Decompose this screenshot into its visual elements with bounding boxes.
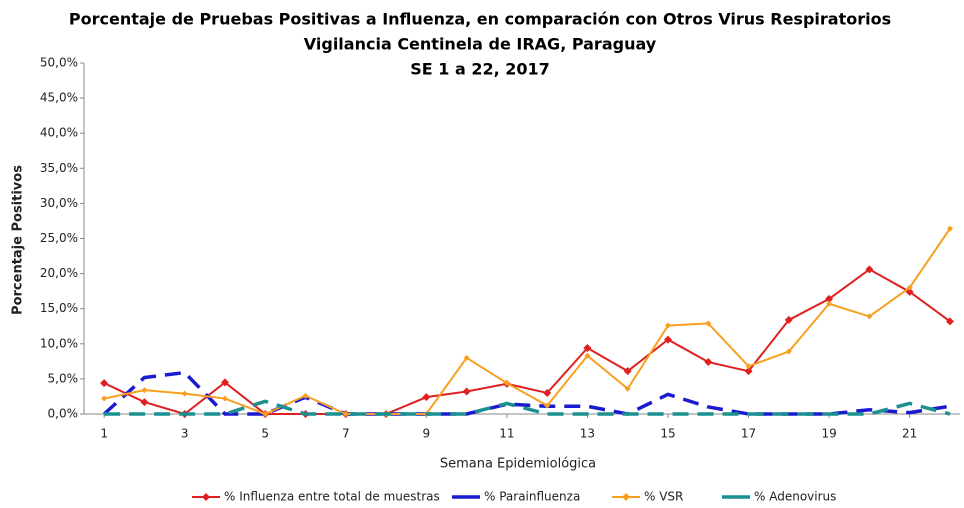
legend-marker — [202, 493, 210, 501]
marker — [826, 300, 833, 307]
y-tick-label: 5,0% — [48, 371, 79, 385]
marker — [825, 294, 834, 303]
legend-label: % Adenovirus — [754, 490, 836, 504]
series-line — [103, 228, 951, 416]
marker — [544, 402, 551, 409]
marker — [784, 315, 793, 324]
chart-title: SE 1 a 22, 2017 — [410, 60, 550, 79]
marker — [785, 348, 792, 355]
marker — [141, 387, 148, 394]
legend-marker — [622, 493, 630, 501]
x-tick-label: 3 — [181, 427, 189, 441]
x-tick-label: 7 — [342, 427, 350, 441]
y-tick-label: 25,0% — [40, 231, 78, 245]
marker — [664, 335, 672, 344]
marker — [665, 322, 671, 329]
marker — [583, 344, 592, 353]
marker — [906, 284, 913, 291]
x-tick-label: 5 — [261, 427, 269, 441]
marker — [462, 387, 471, 396]
marker — [422, 393, 431, 402]
marker — [220, 378, 229, 387]
x-tick-label: 9 — [423, 427, 431, 441]
legend-label: % VSR — [644, 490, 683, 504]
marker — [623, 367, 632, 376]
marker — [262, 411, 269, 417]
x-axis-title: Semana Epidemiológica — [440, 457, 596, 472]
y-tick-label: 20,0% — [40, 266, 78, 280]
y-tick-label: 50,0% — [40, 56, 78, 70]
x-tick-label: 13 — [580, 427, 595, 441]
y-tick-label: 30,0% — [40, 196, 78, 210]
marker — [865, 265, 874, 274]
marker — [866, 313, 873, 320]
marker — [463, 354, 470, 361]
marker — [503, 380, 510, 387]
y-tick-label: 10,0% — [40, 336, 78, 350]
marker — [140, 398, 149, 407]
x-tick-label: 21 — [902, 427, 917, 441]
y-tick-label: 35,0% — [40, 161, 78, 175]
series-line — [103, 268, 951, 416]
series-line — [104, 399, 951, 416]
marker — [221, 395, 228, 402]
marker — [584, 352, 591, 359]
marker — [946, 225, 953, 232]
y-tick-label: 0,0% — [48, 407, 79, 421]
marker — [543, 388, 552, 397]
x-tick-label: 15 — [660, 427, 675, 441]
marker — [342, 411, 349, 417]
marker — [744, 367, 753, 376]
x-tick-label: 19 — [821, 427, 836, 441]
legend-label: % Parainfluenza — [484, 490, 580, 504]
x-tick-label: 11 — [499, 427, 514, 441]
marker — [181, 390, 188, 397]
marker — [745, 363, 752, 370]
marker — [100, 379, 109, 388]
x-tick-label: 17 — [741, 427, 756, 441]
marker — [624, 385, 631, 392]
marker — [302, 392, 309, 399]
y-tick-label: 40,0% — [40, 126, 78, 140]
chart-title: Vigilancia Centinela de IRAG, Paraguay — [304, 35, 657, 54]
marker — [101, 395, 108, 402]
y-tick-label: 45,0% — [40, 91, 78, 105]
y-axis-title: Porcentaje Positivos — [11, 165, 26, 315]
marker — [945, 317, 954, 326]
y-tick-label: 15,0% — [40, 301, 78, 315]
legend-label: % Influenza entre total de muestras — [224, 490, 440, 504]
x-tick-label: 1 — [100, 427, 108, 441]
chart-title: Porcentaje de Pruebas Positivas a Influe… — [69, 10, 891, 29]
marker — [705, 320, 712, 327]
marker — [704, 358, 713, 367]
